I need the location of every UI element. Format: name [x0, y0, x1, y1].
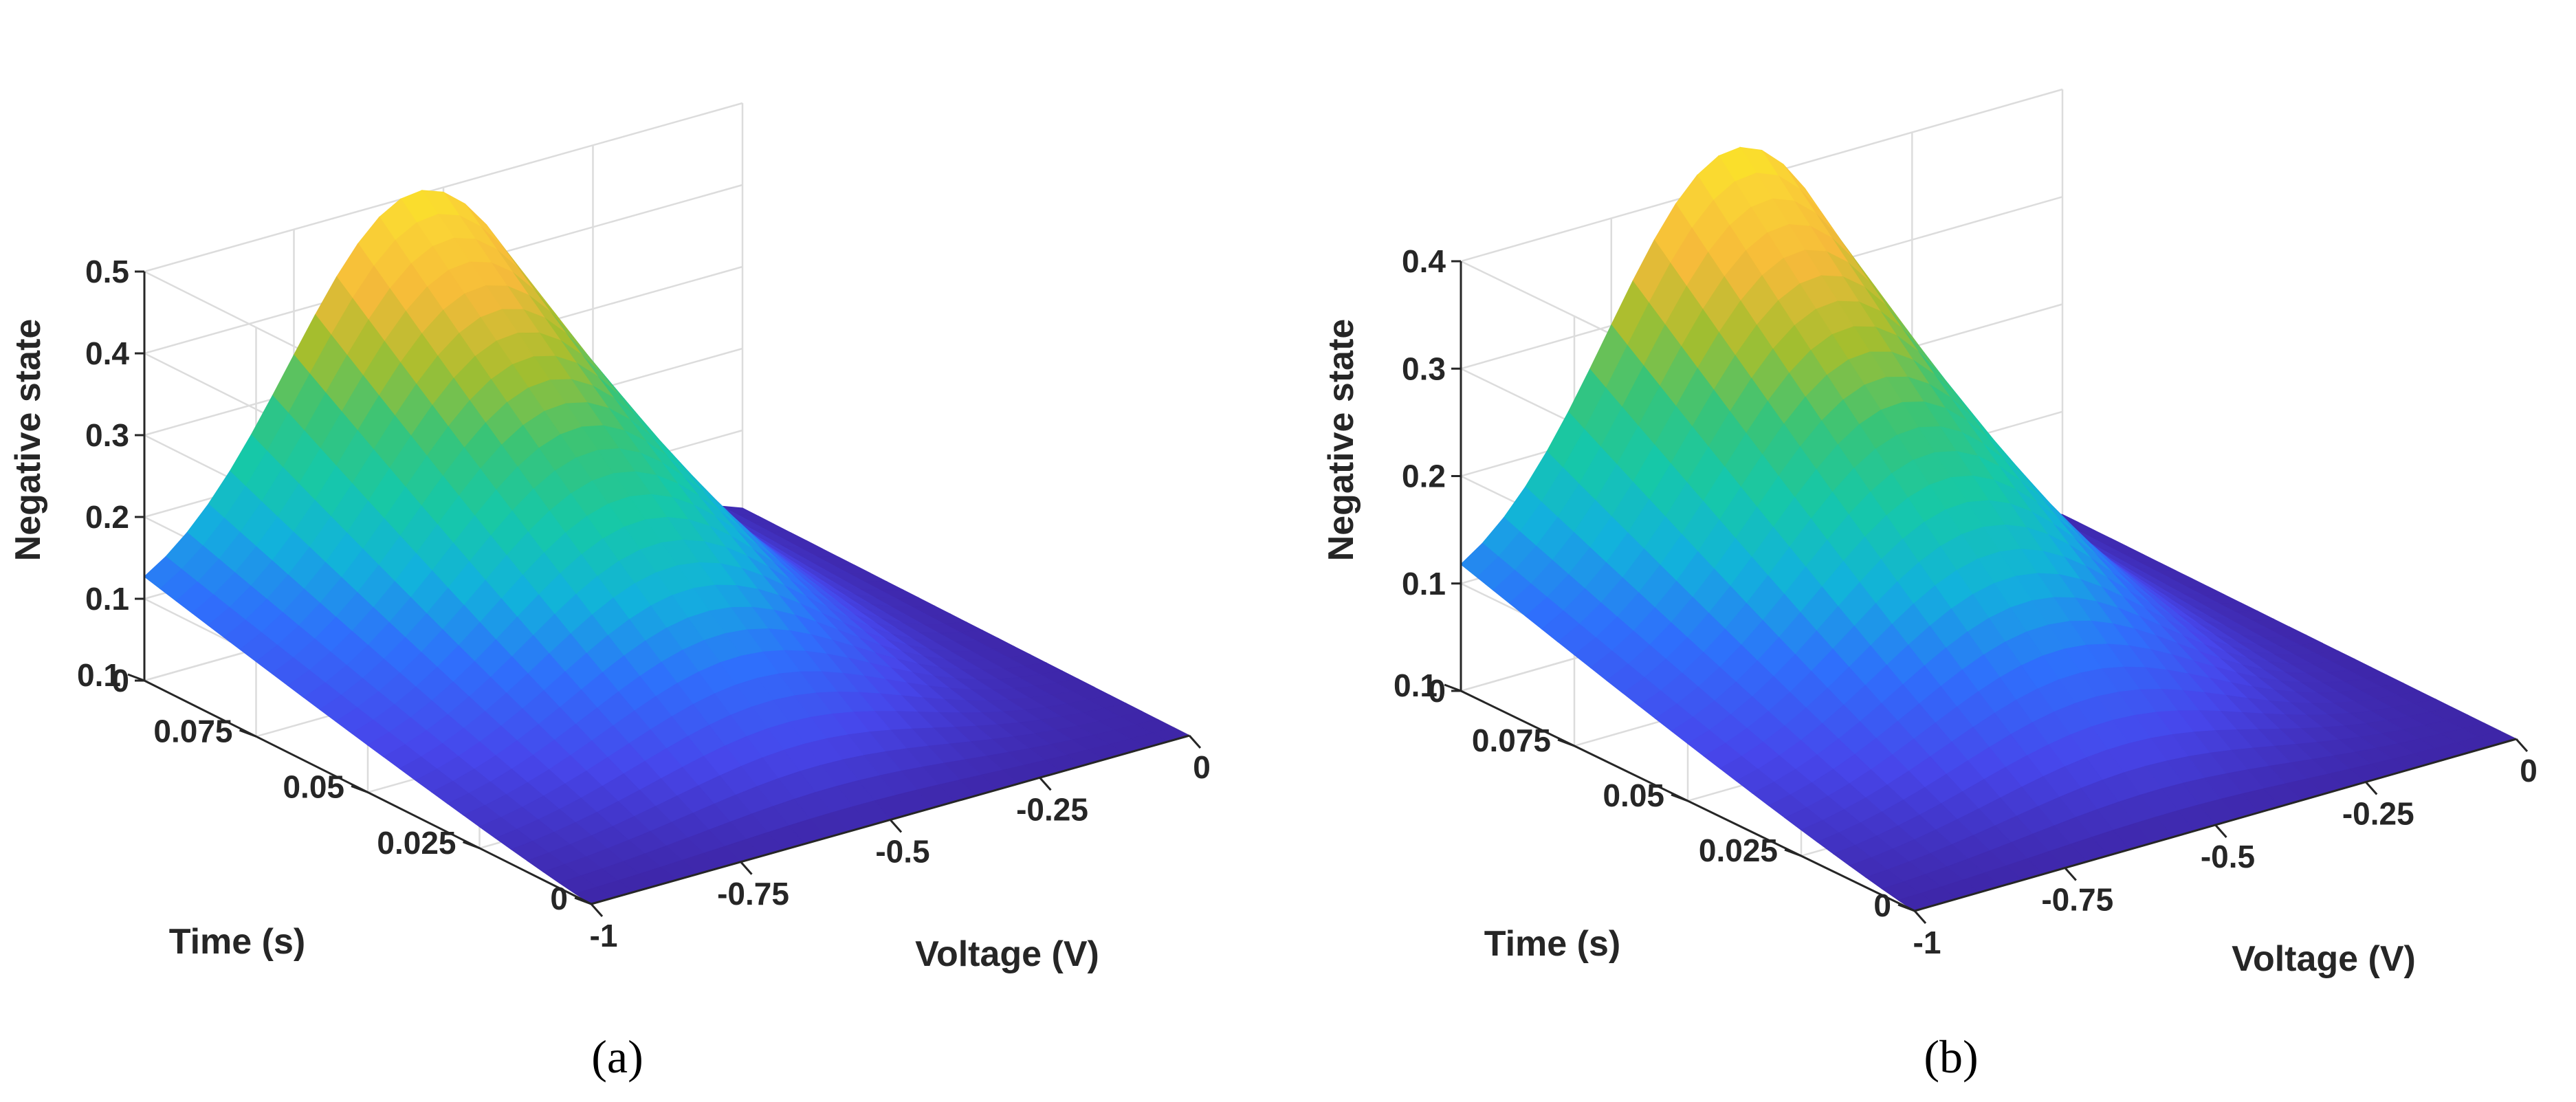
tick-t: [574, 896, 592, 905]
tick-v: [2365, 781, 2378, 795]
tick-label-t: 0.1: [1394, 668, 1438, 703]
tick-v: [1039, 777, 1052, 791]
tick-label-t: 0: [550, 881, 568, 916]
tick-v: [2214, 824, 2227, 838]
caption-b: (b): [1924, 1031, 1978, 1083]
tick-v: [2515, 738, 2529, 752]
tick-label-v: -0.25: [1016, 791, 1088, 827]
tick-t: [1671, 793, 1688, 802]
tick-label-v: -0.25: [2342, 796, 2414, 832]
tick-t: [1784, 848, 1802, 857]
tick-t: [1557, 738, 1575, 747]
tick-t: [239, 729, 257, 738]
tick-v: [590, 903, 604, 917]
tick-label-v: -0.75: [2041, 882, 2113, 918]
tick-label-v: -0.5: [875, 834, 929, 870]
tick-v: [2064, 867, 2077, 881]
tick-label-t: 0.075: [153, 713, 232, 749]
tick-label-z: 0: [111, 663, 129, 698]
ylabel-b: Time (s): [1484, 924, 1620, 964]
caption-a: (a): [591, 1031, 643, 1083]
tick-label-z: 0.1: [1402, 566, 1446, 602]
tick-label-z: 0.3: [85, 417, 129, 453]
tick-label-v: 0: [2520, 753, 2538, 789]
zlabel-a: Negative state: [8, 319, 48, 562]
tick-t: [1444, 683, 1462, 692]
panel-b: 00.10.20.30.400.0250.050.0750.1-1-0.75-0…: [1321, 88, 2538, 1083]
axes-b: 00.10.20.30.400.0250.050.0750.1-1-0.75-0…: [1394, 243, 2538, 960]
tick-label-z: 0.5: [85, 254, 129, 289]
tick-v: [889, 819, 903, 833]
tick-v: [1188, 735, 1202, 749]
tick-label-t: 0.025: [1699, 833, 1778, 868]
panel-a: 00.10.20.30.40.500.0250.050.0750.1-1-0.7…: [8, 102, 1211, 1083]
tick-label-v: -1: [590, 918, 618, 954]
tick-label-t: 0: [1873, 888, 1891, 923]
tick-label-v: 0: [1193, 749, 1211, 785]
xlabel-a: Voltage (V): [915, 934, 1099, 974]
tick-label-t: 0.05: [1603, 778, 1664, 813]
tick-label-t: 0.1: [77, 657, 121, 693]
axes-a: 00.10.20.30.40.500.0250.050.0750.1-1-0.7…: [77, 254, 1211, 954]
tick-label-z: 0.3: [1402, 351, 1446, 386]
tick-v: [1913, 910, 1927, 924]
tick-label-v: -0.75: [717, 876, 789, 912]
tick-label-z: 0.1: [85, 581, 129, 617]
tick-label-t: 0.075: [1472, 723, 1551, 758]
tick-label-v: -1: [1913, 925, 1941, 960]
tick-t: [351, 785, 368, 793]
tick-v: [740, 861, 753, 875]
tick-label-z: 0: [1428, 673, 1446, 709]
tick-label-z: 0.2: [85, 499, 129, 535]
tick-label-z: 0.4: [1402, 243, 1446, 279]
tick-label-t: 0.05: [283, 769, 344, 805]
tick-label-t: 0.025: [377, 825, 456, 861]
tick-t: [462, 841, 481, 850]
tick-label-z: 0.2: [1402, 459, 1446, 494]
tick-t: [127, 673, 145, 682]
tick-label-v: -0.5: [2201, 839, 2255, 874]
surface-b: [1460, 146, 2518, 912]
tick-label-z: 0.4: [85, 335, 129, 371]
ylabel-a: Time (s): [169, 922, 305, 962]
xlabel-b: Voltage (V): [2232, 939, 2416, 979]
zlabel-b: Negative state: [1321, 319, 1361, 562]
surface-a: [144, 190, 1191, 905]
tick-t: [1897, 903, 1915, 912]
